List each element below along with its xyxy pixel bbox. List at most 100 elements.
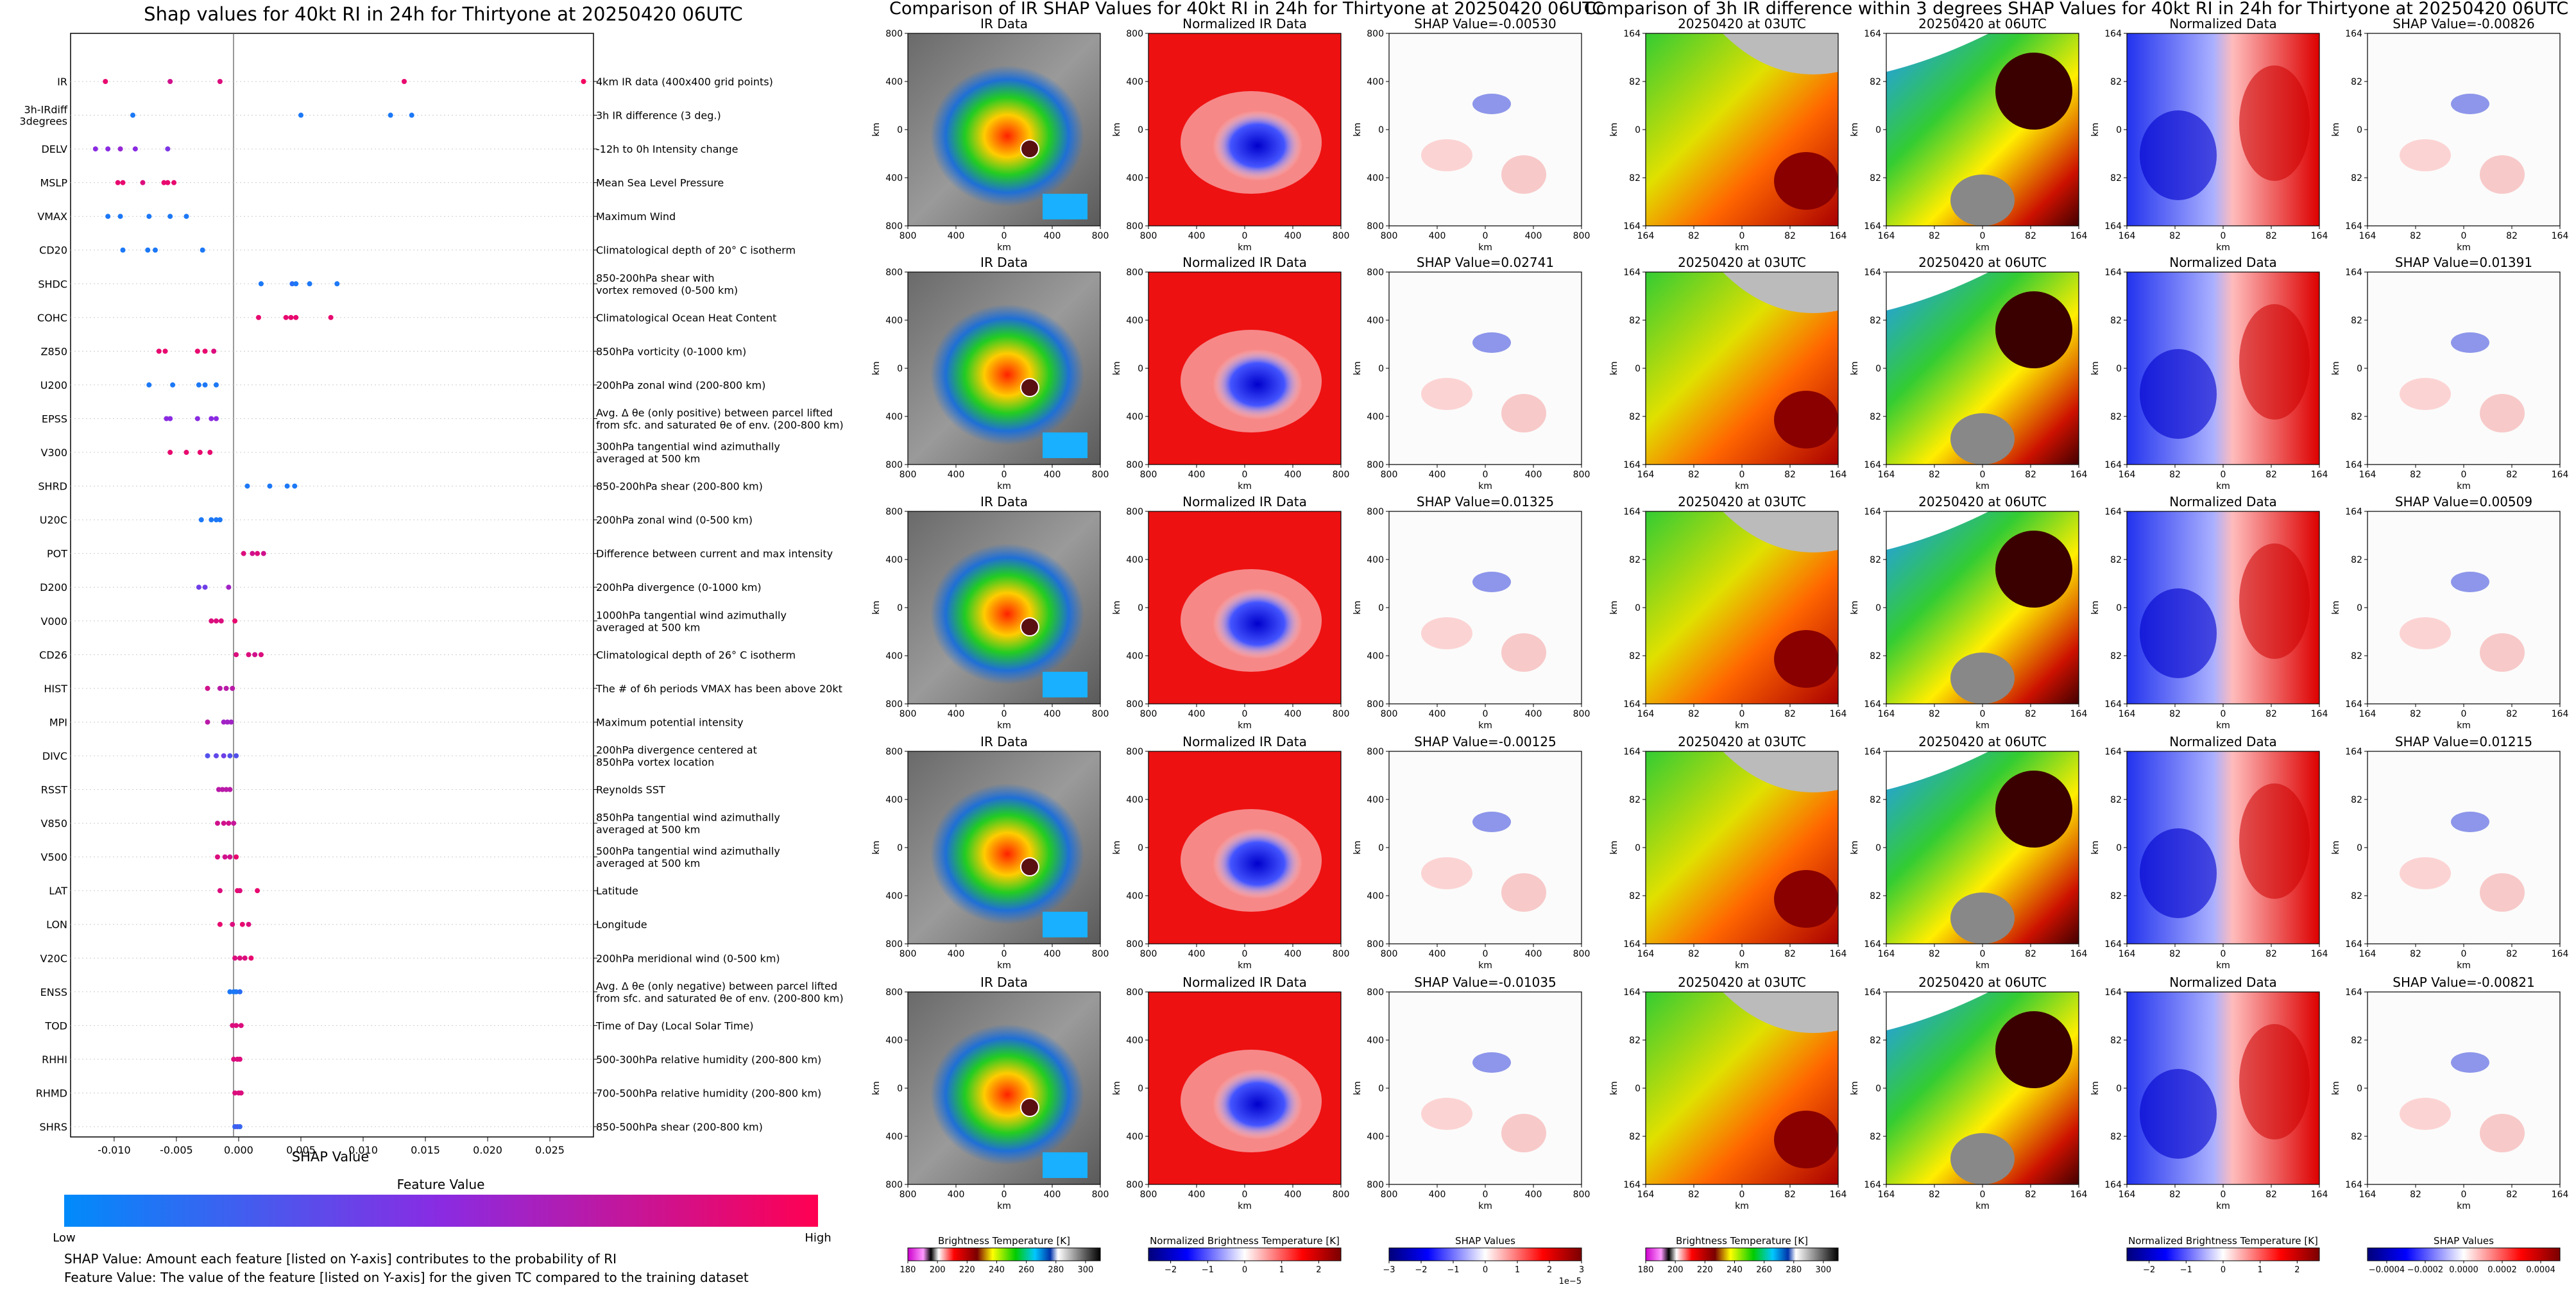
shap-point	[248, 955, 254, 961]
y-tick-label: 800	[1126, 268, 1143, 278]
y-tick-label: 800	[885, 507, 903, 517]
feature-description-line: 1000hPa tangential wind azimuthally	[596, 609, 787, 621]
x-tick-label: 800	[900, 1190, 917, 1200]
shap-point	[205, 685, 210, 691]
colorbar-tick-label: 3	[1579, 1265, 1584, 1275]
panel-title: 20250420 at 03UTC	[1678, 734, 1806, 749]
shap-point	[284, 483, 290, 489]
feature-label-line: SHRD	[38, 481, 67, 493]
feature-label: V500	[41, 851, 67, 864]
x-tick-label: 400	[1284, 231, 1302, 241]
feature-label-line: TOD	[44, 1020, 67, 1032]
x-tick-label: 400	[1284, 709, 1302, 719]
y-tick-label: 400	[1126, 891, 1143, 901]
shap-point	[202, 348, 208, 354]
panel-title: Normalized Data	[2169, 975, 2277, 990]
x-tick-label: 0	[2461, 949, 2467, 959]
colorbar-tick-label: 1	[2258, 1265, 2263, 1275]
y-tick-label: 82	[2351, 77, 2362, 87]
y-tick-label: 82	[1629, 412, 1641, 422]
shap-point	[214, 753, 219, 758]
shap-point	[194, 348, 200, 354]
x-tick-label: 0	[1980, 231, 1986, 241]
white-region	[1886, 511, 1989, 550]
y-tick-label: 400	[1126, 412, 1143, 422]
y-tick-label: 164	[1864, 507, 1881, 517]
shap-point	[227, 989, 233, 994]
x-tick-label: 0	[1242, 949, 1248, 959]
feature-description: 850-200hPa shear (200-800 km)	[596, 481, 763, 493]
feature-label: VMAX	[37, 210, 67, 223]
image-panel-dnorm: Normalized Data1641648282008282164164kmk…	[2090, 734, 2328, 971]
x-tick-label: 800	[1092, 949, 1109, 959]
feature-label: DIVC	[42, 750, 67, 762]
y-tick-label: 0	[1635, 843, 1641, 853]
colorbar-tick-label: 260	[1756, 1265, 1772, 1275]
colorbar: SHAP Values −3 −2 −1 0 1 2 3 1e−5	[1383, 1235, 1584, 1286]
x-tick-label: 164	[1637, 1190, 1655, 1200]
x-tick-label: 82	[2265, 231, 2277, 241]
image-panel-d03: 20250420 at 03UTC1641648282008282164164k…	[1609, 494, 1847, 731]
y-tick-label: 0	[2357, 125, 2362, 135]
x-tick-label: 82	[2410, 1190, 2421, 1200]
feature-description: Climatological Ocean Heat Content	[596, 312, 776, 324]
image-panel-d03: 20250420 at 03UTC1641648282008282164164k…	[1609, 255, 1847, 491]
feature-description: 1000hPa tangential wind azimuthally avera…	[596, 609, 787, 633]
x-tick-label: 82	[2410, 709, 2421, 719]
image-panel-d03: 20250420 at 03UTC1641648282008282164164k…	[1609, 975, 1847, 1211]
shap-point	[161, 180, 167, 185]
y-tick-label: 82	[2351, 1132, 2362, 1142]
feature-label-line: 3degrees	[19, 115, 67, 128]
panel-title: IR Data	[980, 975, 1028, 990]
colorbar-tick-label: −1	[1202, 1265, 1214, 1275]
y-tick-label: 0	[1138, 843, 1143, 853]
y-tick-label: 800	[1367, 507, 1384, 517]
y-tick-label: 164	[1864, 29, 1881, 39]
x-axis-label: km	[1975, 960, 1990, 971]
colorbar-gradient	[907, 1247, 1101, 1261]
y-tick-label: 800	[1367, 939, 1384, 950]
x-tick-label: 82	[1784, 231, 1796, 241]
x-tick-label: 400	[948, 1190, 965, 1200]
x-tick-label: 0	[1002, 231, 1007, 241]
shap-point	[146, 382, 152, 388]
y-tick-label: 164	[2104, 747, 2122, 757]
y-tick-label: 400	[1126, 173, 1143, 184]
y-tick-label: 164	[2104, 1180, 2122, 1190]
gray-cloud-region	[1723, 33, 1838, 74]
x-tick-label: 164	[2311, 949, 2328, 959]
y-tick-label: 400	[1126, 1132, 1143, 1142]
x-tick-label: 164	[1878, 949, 1895, 959]
y-tick-label: 82	[1629, 891, 1641, 901]
feature-label: V20C	[40, 952, 67, 964]
x-axis-label: km	[2457, 721, 2471, 731]
x-tick-label: 0	[1483, 470, 1488, 480]
shap-point	[230, 1023, 235, 1029]
x-tick-label: 0	[1739, 470, 1745, 480]
panel-title: SHAP Value=0.01391	[2395, 255, 2532, 270]
x-tick-label: 800	[1573, 1190, 1591, 1200]
x-tick-label: 0	[1980, 470, 1986, 480]
shap-negative-blob	[1472, 572, 1511, 592]
x-axis-label: km	[997, 1201, 1011, 1211]
colorbar-tick-label: 220	[1697, 1265, 1713, 1275]
feature-description: 500hPa tangential wind azimuthally averag…	[596, 845, 780, 869]
ir-warm-patch	[1043, 1152, 1088, 1178]
y-axis-label: km	[1609, 361, 1619, 375]
panel-title: Normalized Data	[2169, 255, 2277, 270]
y-tick-label: 82	[2110, 891, 2122, 901]
colorbar-gradient	[1388, 1247, 1582, 1261]
shap-point	[209, 517, 214, 523]
y-tick-label: 164	[1623, 747, 1641, 757]
y-tick-label: 0	[1138, 125, 1143, 135]
image-panel-d06: 20250420 at 06UTC1641648282008282164164k…	[1850, 494, 2087, 731]
x-tick-label: 164	[2359, 1190, 2376, 1200]
y-axis-label: km	[1112, 123, 1122, 137]
chart-title: Shap values for 40kt RI in 24h for Thirt…	[144, 3, 743, 25]
panel-title: SHAP Value=-0.00826	[2393, 16, 2534, 31]
feature-description-line: 200hPa meridional wind (0-500 km)	[596, 952, 780, 964]
y-tick-label: 400	[1126, 795, 1143, 805]
shap-point	[234, 652, 239, 658]
colorbar-tick-label: 0	[1242, 1265, 1247, 1275]
feature-description: 850hPa tangential wind azimuthally averag…	[596, 812, 780, 836]
